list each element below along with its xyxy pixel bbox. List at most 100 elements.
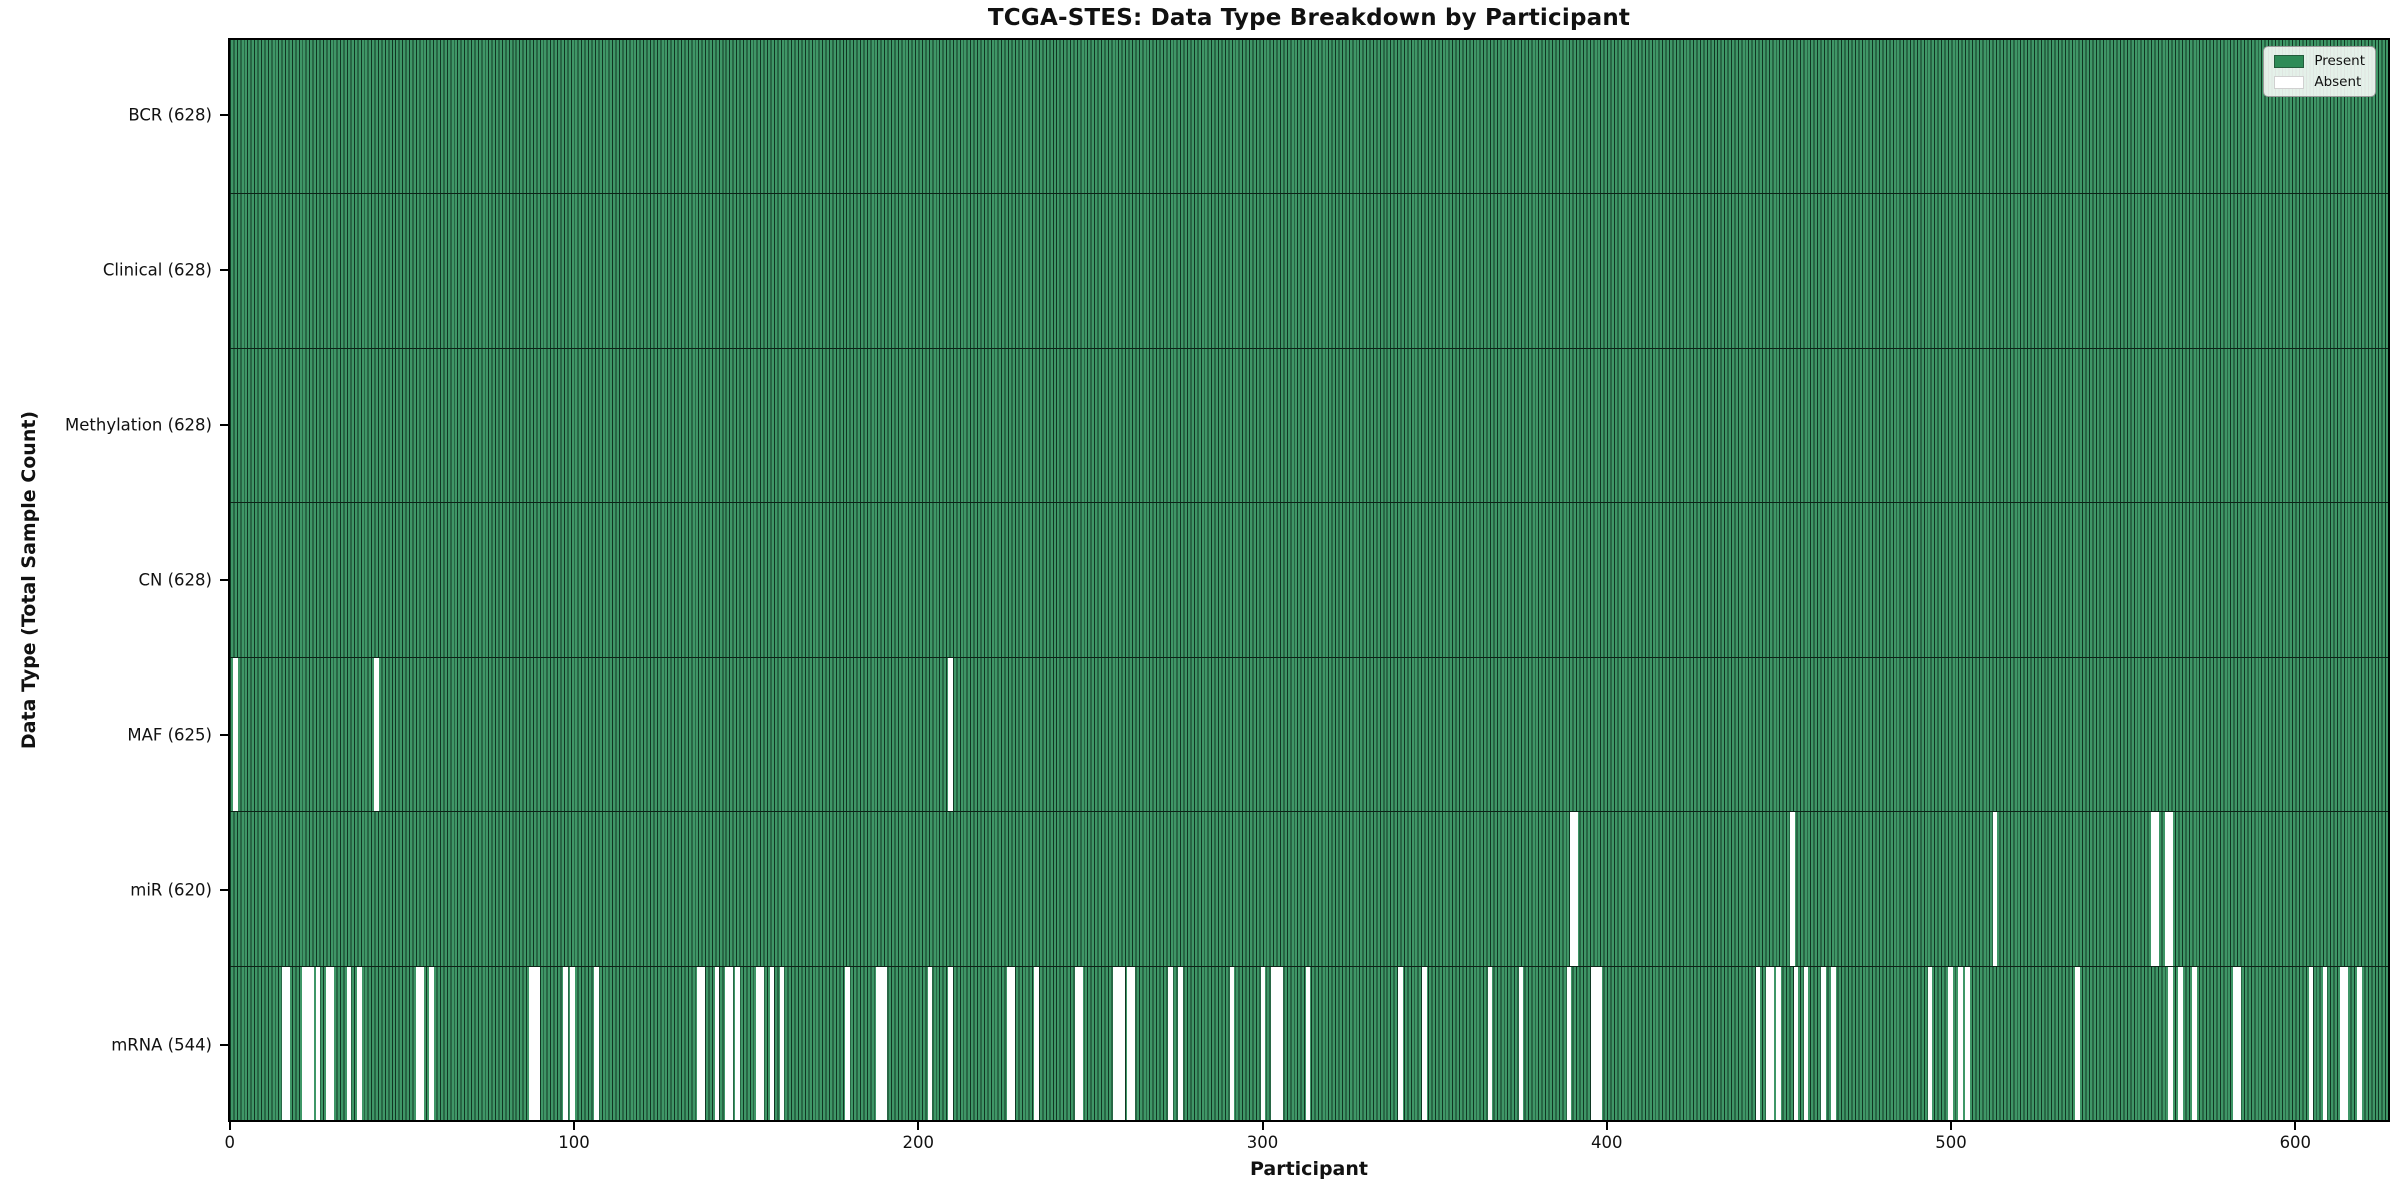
absent-gap-mRNA-154 bbox=[759, 966, 764, 1120]
x-tick-mark-200 bbox=[917, 1122, 920, 1130]
legend-label-present: Present bbox=[2314, 53, 2365, 69]
absent-gap-miR-391 bbox=[1573, 812, 1579, 966]
absent-gap-mRNA-153 bbox=[755, 966, 761, 1120]
absent-gap-mRNA-15 bbox=[281, 966, 287, 1120]
y-tick-mark-mRNA bbox=[220, 1043, 228, 1046]
absent-gap-mRNA-137 bbox=[700, 966, 706, 1120]
absent-gap-mRNA-313 bbox=[1305, 966, 1311, 1120]
absent-gap-mRNA-347 bbox=[1422, 966, 1427, 1120]
absent-gap-miR-564 bbox=[2168, 812, 2173, 966]
absent-gap-mRNA-99 bbox=[570, 966, 575, 1120]
absent-gap-mRNA-87 bbox=[528, 966, 534, 1120]
absent-gap-mRNA-157 bbox=[769, 966, 775, 1120]
absent-gap-mRNA-397 bbox=[1594, 966, 1599, 1120]
absent-gap-mRNA-89 bbox=[535, 966, 541, 1120]
absent-gap-miR-563 bbox=[2164, 812, 2170, 966]
absent-gap-mRNA-466 bbox=[1831, 966, 1836, 1120]
absent-gap-mRNA-97 bbox=[563, 966, 568, 1120]
absent-gap-mRNA-605 bbox=[2308, 966, 2314, 1120]
absent-gap-mRNA-25 bbox=[315, 966, 321, 1120]
absent-gap-mRNA-463 bbox=[1821, 966, 1826, 1120]
absent-gap-mRNA-615 bbox=[2343, 966, 2348, 1120]
absent-gap-mRNA-375 bbox=[1518, 966, 1524, 1120]
y-tick-mark-Methylation bbox=[220, 424, 228, 427]
absent-gap-mRNA-16 bbox=[284, 966, 290, 1120]
absent-gap-mRNA-444 bbox=[1755, 966, 1761, 1120]
absent-gap-mRNA-303 bbox=[1271, 966, 1276, 1120]
legend: Present Absent bbox=[2263, 46, 2376, 97]
absent-gap-mRNA-583 bbox=[2233, 966, 2238, 1120]
absent-gap-mRNA-55 bbox=[418, 966, 424, 1120]
absent-gap-mRNA-145 bbox=[728, 966, 733, 1120]
absent-gap-mRNA-136 bbox=[697, 966, 702, 1120]
row-Methylation bbox=[230, 348, 2388, 504]
absent-gap-mRNA-189 bbox=[879, 966, 884, 1120]
absent-gap-mRNA-209 bbox=[948, 966, 953, 1120]
y-tick-label-MAF: MAF (625) bbox=[127, 725, 212, 745]
absent-gap-mRNA-455 bbox=[1793, 966, 1799, 1120]
x-tick-mark-600 bbox=[2294, 1122, 2297, 1130]
x-tick-mark-300 bbox=[1261, 1122, 1264, 1130]
absent-gap-mRNA-494 bbox=[1927, 966, 1933, 1120]
row-Clinical bbox=[230, 194, 2388, 349]
absent-gap-miR-560 bbox=[2154, 812, 2159, 966]
absent-gap-mRNA-366 bbox=[1487, 966, 1493, 1120]
absent-gap-mRNA-505 bbox=[1965, 966, 1970, 1120]
row-mRNA bbox=[230, 966, 2388, 1120]
present-swatch-icon bbox=[2274, 54, 2305, 68]
absent-gap-mRNA-447 bbox=[1766, 966, 1771, 1120]
absent-gap-mRNA-276 bbox=[1178, 966, 1183, 1120]
absent-gap-mRNA-88 bbox=[532, 966, 537, 1120]
y-tick-label-miR: miR (620) bbox=[130, 880, 212, 900]
absent-gap-mRNA-37 bbox=[357, 966, 362, 1120]
row-MAF bbox=[230, 657, 2388, 813]
absent-gap-mRNA-584 bbox=[2236, 966, 2242, 1120]
absent-gap-MAF-209 bbox=[948, 657, 953, 812]
absent-gap-mRNA-300 bbox=[1260, 966, 1266, 1120]
row-miR bbox=[230, 812, 2388, 967]
y-tick-mark-miR bbox=[220, 888, 228, 891]
absent-gap-mRNA-34 bbox=[346, 966, 352, 1120]
absent-gap-mRNA-190 bbox=[882, 966, 888, 1120]
row-BCR bbox=[230, 40, 2388, 195]
absent-gap-MAF-1 bbox=[233, 657, 238, 812]
absent-gap-mRNA-147 bbox=[735, 966, 740, 1120]
absent-gap-mRNA-144 bbox=[724, 966, 730, 1120]
absent-gap-mRNA-141 bbox=[714, 966, 720, 1120]
absent-gap-mRNA-567 bbox=[2178, 966, 2183, 1120]
legend-label-absent: Absent bbox=[2314, 74, 2362, 90]
absent-gap-mRNA-396 bbox=[1590, 966, 1596, 1120]
absent-gap-mRNA-58 bbox=[429, 966, 434, 1120]
y-tick-label-BCR: BCR (628) bbox=[128, 105, 212, 125]
absent-gap-mRNA-28 bbox=[326, 966, 331, 1120]
absent-gap-mRNA-160 bbox=[779, 966, 785, 1120]
absent-gap-mRNA-619 bbox=[2357, 966, 2362, 1120]
y-tick-mark-CN bbox=[220, 579, 228, 581]
y-tick-label-Clinical: Clinical (628) bbox=[102, 260, 212, 280]
absent-gap-mRNA-458 bbox=[1803, 966, 1809, 1120]
y-tick-area: BCR (628) Clinical (628) Methylation (628)… bbox=[0, 38, 228, 1122]
y-tick-mark-BCR bbox=[220, 114, 228, 117]
absent-gap-mRNA-227 bbox=[1010, 966, 1015, 1120]
absent-gap-mRNA-389 bbox=[1566, 966, 1572, 1120]
absent-gap-mRNA-398 bbox=[1597, 966, 1603, 1120]
absent-gap-mRNA-564 bbox=[2168, 966, 2173, 1120]
absent-gap-mRNA-22 bbox=[305, 966, 311, 1120]
absent-gap-MAF-42 bbox=[374, 657, 379, 812]
absent-gap-mRNA-226 bbox=[1006, 966, 1012, 1120]
absent-gap-mRNA-179 bbox=[845, 966, 850, 1120]
y-tick-label-Methylation: Methylation (628) bbox=[65, 415, 212, 435]
absent-gap-miR-390 bbox=[1570, 812, 1575, 966]
absent-gap-mRNA-503 bbox=[1958, 966, 1963, 1120]
absent-gap-mRNA-54 bbox=[415, 966, 421, 1120]
absent-gap-mRNA-614 bbox=[2339, 966, 2345, 1120]
absent-gap-mRNA-609 bbox=[2322, 966, 2328, 1120]
absent-gap-mRNA-247 bbox=[1078, 966, 1084, 1120]
absent-gap-mRNA-450 bbox=[1776, 966, 1781, 1120]
y-tick-label-mRNA: mRNA (544) bbox=[111, 1035, 212, 1055]
x-tick-mark-500 bbox=[1950, 1122, 1953, 1130]
row-CN bbox=[230, 503, 2388, 658]
x-axis-title: Participant bbox=[1249, 1158, 1368, 1180]
absent-gap-mRNA-273 bbox=[1168, 966, 1173, 1120]
absent-gap-mRNA-448 bbox=[1769, 966, 1774, 1120]
